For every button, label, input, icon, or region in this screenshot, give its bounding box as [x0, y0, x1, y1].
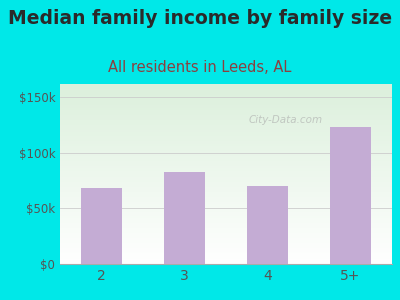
Text: All residents in Leeds, AL: All residents in Leeds, AL: [108, 60, 292, 75]
Bar: [164, 172, 205, 264]
Text: Median family income by family size: Median family income by family size: [8, 9, 392, 28]
Text: City-Data.com: City-Data.com: [249, 115, 323, 125]
Bar: [330, 127, 371, 264]
Bar: [81, 188, 122, 264]
Bar: [247, 186, 288, 264]
